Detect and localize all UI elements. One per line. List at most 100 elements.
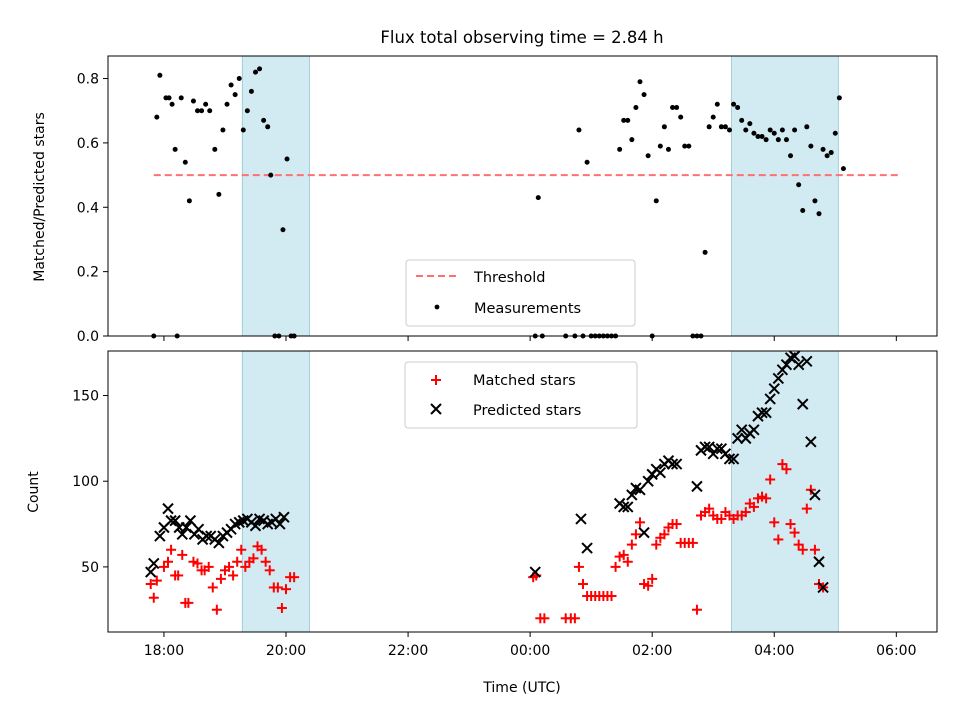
measurement-point-93 <box>783 137 789 143</box>
measurement-point-92 <box>779 127 785 133</box>
measurement-point-59 <box>645 153 651 159</box>
measurement-point-2 <box>157 72 163 78</box>
matched-point-68 <box>671 519 682 530</box>
predicted-point-40 <box>626 489 638 501</box>
top-y-ticks: 0.0 0.2 0.4 0.6 0.8 <box>77 72 108 345</box>
measurement-point-18 <box>220 127 226 133</box>
top-y-tick-label-4: 0.8 <box>77 72 99 88</box>
measurement-point-83 <box>743 127 749 133</box>
measurement-point-77 <box>718 124 724 130</box>
measurements-series <box>151 66 846 339</box>
predicted-point-8 <box>176 528 188 541</box>
predicted-point-36 <box>581 542 593 554</box>
legend-threshold-label: Threshold <box>473 270 545 286</box>
predicted-point-57 <box>711 442 723 455</box>
predicted-point-50 <box>666 458 679 470</box>
matched-point-53 <box>610 561 621 572</box>
matched-point-100 <box>801 503 812 514</box>
matched-point-73 <box>691 604 702 615</box>
measurement-point-44 <box>584 159 590 165</box>
measurement-point-28 <box>261 117 267 123</box>
predicted-point-51 <box>670 458 683 470</box>
matched-point-20 <box>224 561 235 572</box>
measurement-point-76 <box>714 101 720 107</box>
bottom-y-axis-label: Count <box>26 471 42 513</box>
measurement-point-67 <box>678 114 684 120</box>
measurement-point-80 <box>731 101 737 107</box>
matched-point-23 <box>236 544 247 555</box>
predicted-point-66 <box>748 424 760 436</box>
matched-point-32 <box>272 582 283 593</box>
predicted-point-44 <box>642 475 654 487</box>
measurement-point-26 <box>252 69 258 75</box>
x-tick-label-1: 20:00 <box>266 643 306 659</box>
bot-y-tick-label-2: 150 <box>72 389 99 405</box>
matched-point-15 <box>203 561 214 572</box>
measurement-point-30 <box>268 172 274 178</box>
x-tick-label-6: 06:00 <box>876 643 916 659</box>
matched-point-22 <box>232 556 243 567</box>
matched-point-24 <box>240 561 251 572</box>
measurement-point-63 <box>661 124 667 130</box>
matched-point-92 <box>769 517 780 528</box>
measurement-point-14 <box>203 101 209 107</box>
predicted-point-74 <box>780 359 793 371</box>
measurement-point-15 <box>207 108 213 114</box>
matched-point-17 <box>211 604 222 615</box>
measurement-point-8 <box>178 95 184 101</box>
measurement-point-98 <box>804 124 810 130</box>
predicted-point-71 <box>768 382 780 395</box>
measurement-point-82 <box>739 117 745 123</box>
measurement-point-87 <box>759 133 765 139</box>
predicted-point-81 <box>809 489 821 501</box>
predicted-point-4 <box>162 502 174 515</box>
matched-point-43 <box>569 613 580 624</box>
matched-point-97 <box>789 527 800 538</box>
matched-point-99 <box>797 544 808 555</box>
bottom-legend-box <box>404 361 638 429</box>
predicted-point-34 <box>529 566 541 578</box>
matched-point-2 <box>151 575 162 586</box>
top-y-tick-label-0: 0.0 <box>77 329 99 345</box>
measurement-point-99 <box>808 143 814 149</box>
matched-point-61 <box>643 580 654 591</box>
measurement-point-24 <box>244 108 250 114</box>
measurement-point-25 <box>248 88 254 94</box>
measurement-point-88 <box>763 137 769 143</box>
measurement-point-79 <box>726 127 732 133</box>
legend-measurements-swatch <box>434 304 440 310</box>
top-axes-frame <box>107 55 938 337</box>
top-legend: Threshold Measurements <box>405 259 636 327</box>
measurement-point-10 <box>186 198 192 204</box>
legend-predicted-label: Predicted stars <box>473 403 581 419</box>
measurement-point-22 <box>236 76 242 82</box>
bot-shaded-span-0 <box>241 350 310 633</box>
measurement-point-4 <box>166 95 172 101</box>
measurement-point-9 <box>182 159 188 165</box>
matched-point-63 <box>651 539 662 550</box>
matched-point-85 <box>740 507 751 518</box>
top-y-tick-label-2: 0.4 <box>77 200 99 216</box>
matched-point-87 <box>748 501 759 512</box>
predicted-point-32 <box>274 518 286 530</box>
measurement-point-17 <box>216 191 222 197</box>
measurement-point-89 <box>767 127 773 133</box>
predicted-point-38 <box>618 501 630 513</box>
measurement-point-20 <box>228 82 234 88</box>
measurement-point-11 <box>190 98 196 104</box>
measurement-point-81 <box>735 104 741 110</box>
matched-stars-series <box>145 459 829 624</box>
legend-predicted-swatch <box>430 403 442 415</box>
measurement-point-68 <box>682 143 688 149</box>
top-legend-box <box>405 259 636 327</box>
matched-point-29 <box>260 556 271 567</box>
matched-point-1 <box>148 592 159 603</box>
bottom-y-ticks: 50 100 150 <box>72 389 108 576</box>
matched-point-12 <box>192 558 203 569</box>
matched-point-3 <box>158 561 169 572</box>
predicted-point-17 <box>213 537 225 549</box>
bottom-legend: Matched stars Predicted stars <box>404 361 638 429</box>
measurement-point-56 <box>633 104 639 110</box>
top-shaded-span-0 <box>241 55 310 337</box>
